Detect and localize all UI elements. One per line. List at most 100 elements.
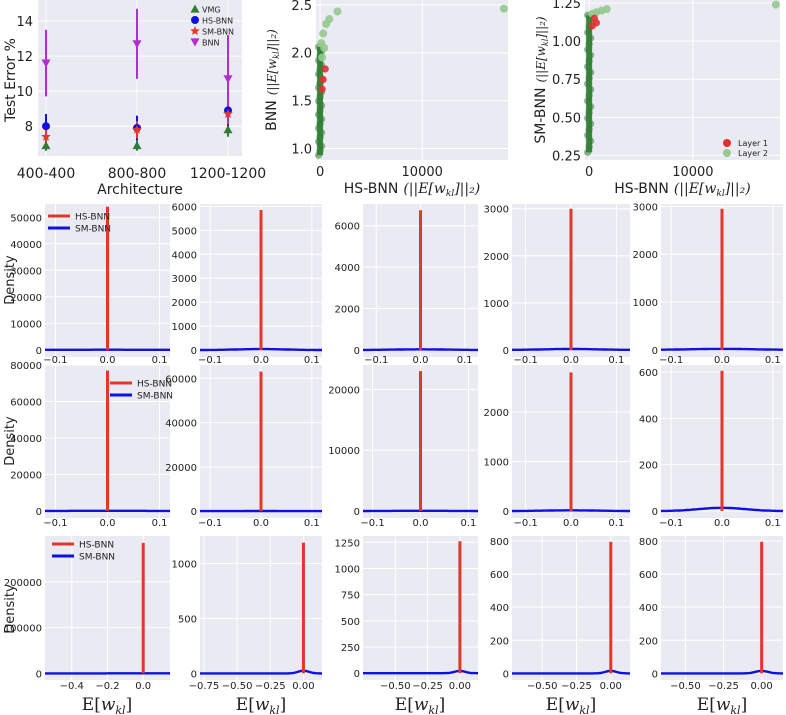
y-axis-label: Test Error % bbox=[3, 38, 19, 123]
x-tick-label: −0.1 bbox=[198, 518, 222, 529]
layer2-point bbox=[319, 29, 328, 38]
point-bnn bbox=[41, 59, 51, 68]
x-axis-label-tail: ] bbox=[741, 695, 748, 715]
legend-marker-sm-bnn bbox=[190, 26, 200, 35]
x-tick-label: 0.00 bbox=[449, 681, 471, 692]
y-tick-label: 0 bbox=[652, 669, 658, 680]
x-axis-label-math: w bbox=[565, 695, 580, 715]
y-axis-label-sub: kl bbox=[541, 38, 550, 46]
point-bnn bbox=[223, 75, 233, 84]
layer2-point bbox=[587, 85, 595, 94]
y-tick-label: 250 bbox=[341, 643, 360, 654]
layer2-point bbox=[585, 108, 593, 116]
x-axis-label-math: (||E[w bbox=[403, 181, 446, 197]
y-tick-label: 3000 bbox=[172, 274, 197, 285]
layer2-point bbox=[771, 0, 780, 9]
y-tick-label: 600 bbox=[639, 570, 658, 581]
x-axis-label-math: (||E[w bbox=[674, 181, 717, 197]
y-tick-label: 2000 bbox=[633, 250, 658, 261]
error-bar-chart: 8 10 12 14 400-400 800-800 1200-1200 Architectu… bbox=[3, 0, 266, 198]
legend-label: VMG bbox=[202, 6, 221, 15]
x-tick-label: 0.00 bbox=[292, 681, 314, 692]
y-tick-label: 20000 bbox=[10, 470, 42, 481]
layer2-point bbox=[499, 4, 508, 13]
y-tick-label: 40000 bbox=[10, 434, 42, 445]
x-tick-label: 0.0 bbox=[413, 518, 429, 529]
legend-marker-vmg bbox=[190, 4, 200, 13]
layer2-point bbox=[318, 53, 327, 62]
y-tick-label: 0.75 bbox=[552, 73, 581, 88]
density-panel-r3-c2: 0 500 1000 −0.75 −0.50 −0.25 0.00 bbox=[172, 536, 322, 692]
y-tick-label: 1000 bbox=[335, 564, 360, 575]
layer2-point bbox=[320, 43, 329, 52]
y-tick-label: 1250 bbox=[335, 538, 360, 549]
layer2-point bbox=[585, 74, 593, 82]
density-panel-r3-c4: 0 200 400 600 800 −0.50 −0.25 0.00 bbox=[490, 536, 630, 692]
legend-label: SM-BNN bbox=[79, 553, 115, 563]
y-tick-label: 800 bbox=[639, 537, 658, 548]
x-axis-label-sub: kl bbox=[446, 189, 454, 199]
x-axis-label-sub: kl bbox=[716, 189, 724, 199]
y-tick-label: 4000 bbox=[335, 263, 360, 274]
y-tick-label: 6000 bbox=[335, 222, 360, 233]
point-vmg bbox=[41, 140, 51, 150]
x-tick-label: 400-400 bbox=[17, 166, 76, 182]
y-tick-label: 14 bbox=[16, 15, 33, 30]
y-tick-label: 100000 bbox=[4, 624, 42, 635]
y-tick-label: 2000 bbox=[484, 252, 509, 263]
y-tick-label: 0 bbox=[354, 346, 360, 357]
y-tick-label: 10 bbox=[16, 85, 33, 100]
x-axis-label-tail: ] bbox=[590, 695, 597, 715]
y-tick-label: 0 bbox=[503, 507, 509, 518]
legend-label: HS-BNN bbox=[137, 380, 172, 390]
legend-marker-layer1 bbox=[723, 139, 731, 147]
y-tick-label: 600 bbox=[490, 570, 509, 581]
layer2-point bbox=[584, 45, 592, 54]
x-tick-label: 1200-1200 bbox=[190, 166, 266, 182]
y-tick-label: 20000 bbox=[328, 385, 360, 396]
x-tick-label: −0.50 bbox=[380, 681, 411, 692]
legend-label: HS-BNN bbox=[202, 17, 233, 26]
y-tick-label: 200 bbox=[639, 636, 658, 647]
x-tick-label: −0.4 bbox=[60, 681, 84, 692]
density-panel-r2-c4: 0 1000 2000 −0.1 0.0 0.1 bbox=[484, 365, 630, 529]
x-axis-label-math: w bbox=[716, 695, 731, 715]
density-plot-area bbox=[200, 536, 322, 680]
y-tick-label: 400 bbox=[490, 603, 509, 614]
point-sm-bnn bbox=[132, 124, 142, 134]
layer2-point bbox=[325, 15, 334, 24]
y-tick-label: 0 bbox=[191, 669, 197, 680]
x-axis-label-sub: kl bbox=[579, 704, 590, 715]
layer2-point bbox=[587, 34, 595, 42]
y-tick-label: 1.5 bbox=[291, 95, 312, 110]
x-tick-label: −0.1 bbox=[43, 518, 67, 529]
density-x-axis-label: E[wkl] bbox=[546, 695, 596, 715]
y-tick-label: 1.25 bbox=[552, 0, 581, 12]
legend-label: BNN bbox=[202, 39, 219, 48]
legend-label: HS-BNN bbox=[79, 541, 114, 551]
x-tick-label: 0.1 bbox=[765, 355, 781, 366]
y-tick-label: 2000 bbox=[484, 408, 509, 419]
x-axis-label-tail: ]||₂) bbox=[724, 181, 751, 197]
density-legend-row1: HS-BNN SM-BNN bbox=[48, 213, 111, 235]
layer1-point bbox=[318, 85, 326, 93]
density-panel-r2-c2: 0 20000 40000 60000 −0.1 0.0 0.1 bbox=[165, 365, 322, 529]
density-panel-r1-c4: 0 1000 2000 3000 −0.1 0.0 0.1 bbox=[484, 204, 630, 366]
x-tick-label: 800-800 bbox=[108, 166, 167, 182]
y-tick-label: 80000 bbox=[10, 361, 42, 372]
y-tick-label: 2.5 bbox=[291, 0, 312, 14]
y-tick-label: 40000 bbox=[10, 240, 42, 251]
y-tick-label: 10000 bbox=[10, 319, 42, 330]
x-tick-label: −0.1 bbox=[513, 355, 537, 366]
x-axis-label-tail: ] bbox=[280, 695, 287, 715]
x-axis-label-sub: kl bbox=[428, 704, 439, 715]
x-tick-label: 0.1 bbox=[152, 518, 168, 529]
legend-marker-hs-bnn bbox=[191, 16, 199, 24]
y-tick-label: 20000 bbox=[10, 293, 42, 304]
x-axis-label-sub: kl bbox=[115, 704, 126, 715]
y-tick-label: 60000 bbox=[10, 397, 42, 408]
x-tick-label: 0.00 bbox=[751, 681, 773, 692]
layer2-point bbox=[584, 80, 592, 88]
